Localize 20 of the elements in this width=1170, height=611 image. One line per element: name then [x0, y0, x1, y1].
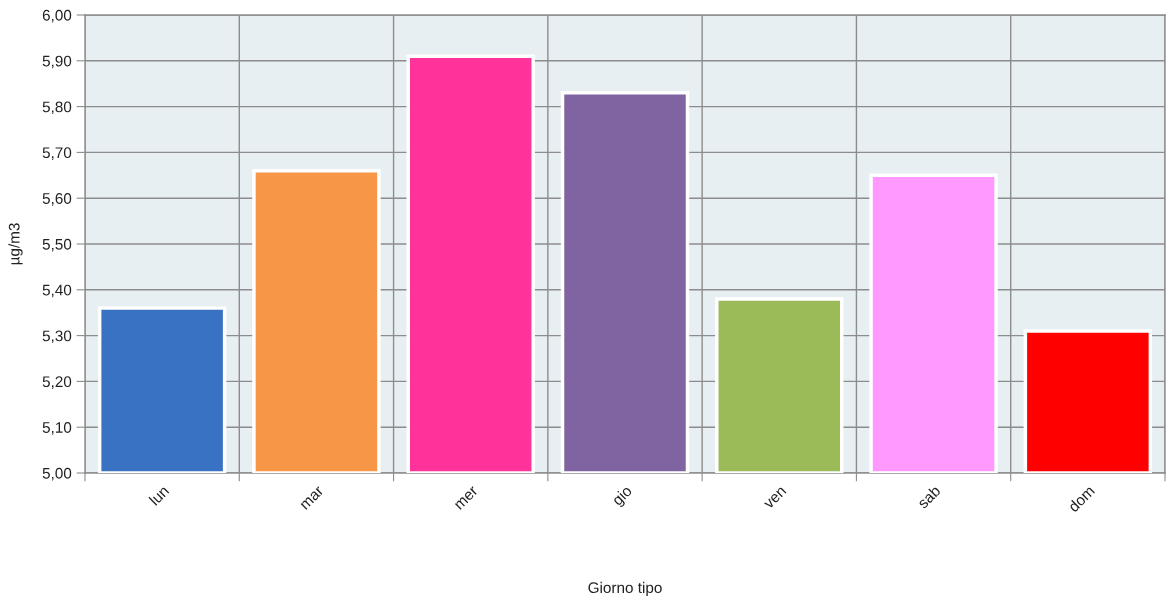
y-tick-label: 5,10: [42, 422, 72, 435]
y-tick-label: 5,40: [42, 284, 72, 298]
y-tick-label: 5,90: [42, 55, 72, 69]
x-axis-title: Giorno tipo: [588, 581, 662, 597]
x-tick-label: ven: [763, 486, 787, 510]
y-axis-title: µg/m3: [8, 223, 23, 265]
y-tick-label: 5,20: [42, 376, 72, 389]
x-tick-label: gio: [611, 484, 635, 509]
x-tick-label: mer: [454, 486, 479, 510]
y-tick-label: 5,70: [42, 147, 72, 160]
x-tick-label: dom: [1067, 484, 1096, 513]
y-tick-label: 5,50: [42, 238, 72, 252]
y-tick-label: 6,00: [42, 9, 72, 23]
x-tick-label: sab: [916, 484, 942, 510]
y-tick-label: 5,80: [42, 101, 72, 115]
x-tick-label: mar: [300, 486, 325, 510]
y-tick-label: 5,60: [42, 193, 72, 206]
y-tick-label: 5,30: [42, 330, 72, 344]
y-tick-label: 5,00: [42, 467, 72, 481]
x-tick-label: lun: [148, 484, 170, 506]
